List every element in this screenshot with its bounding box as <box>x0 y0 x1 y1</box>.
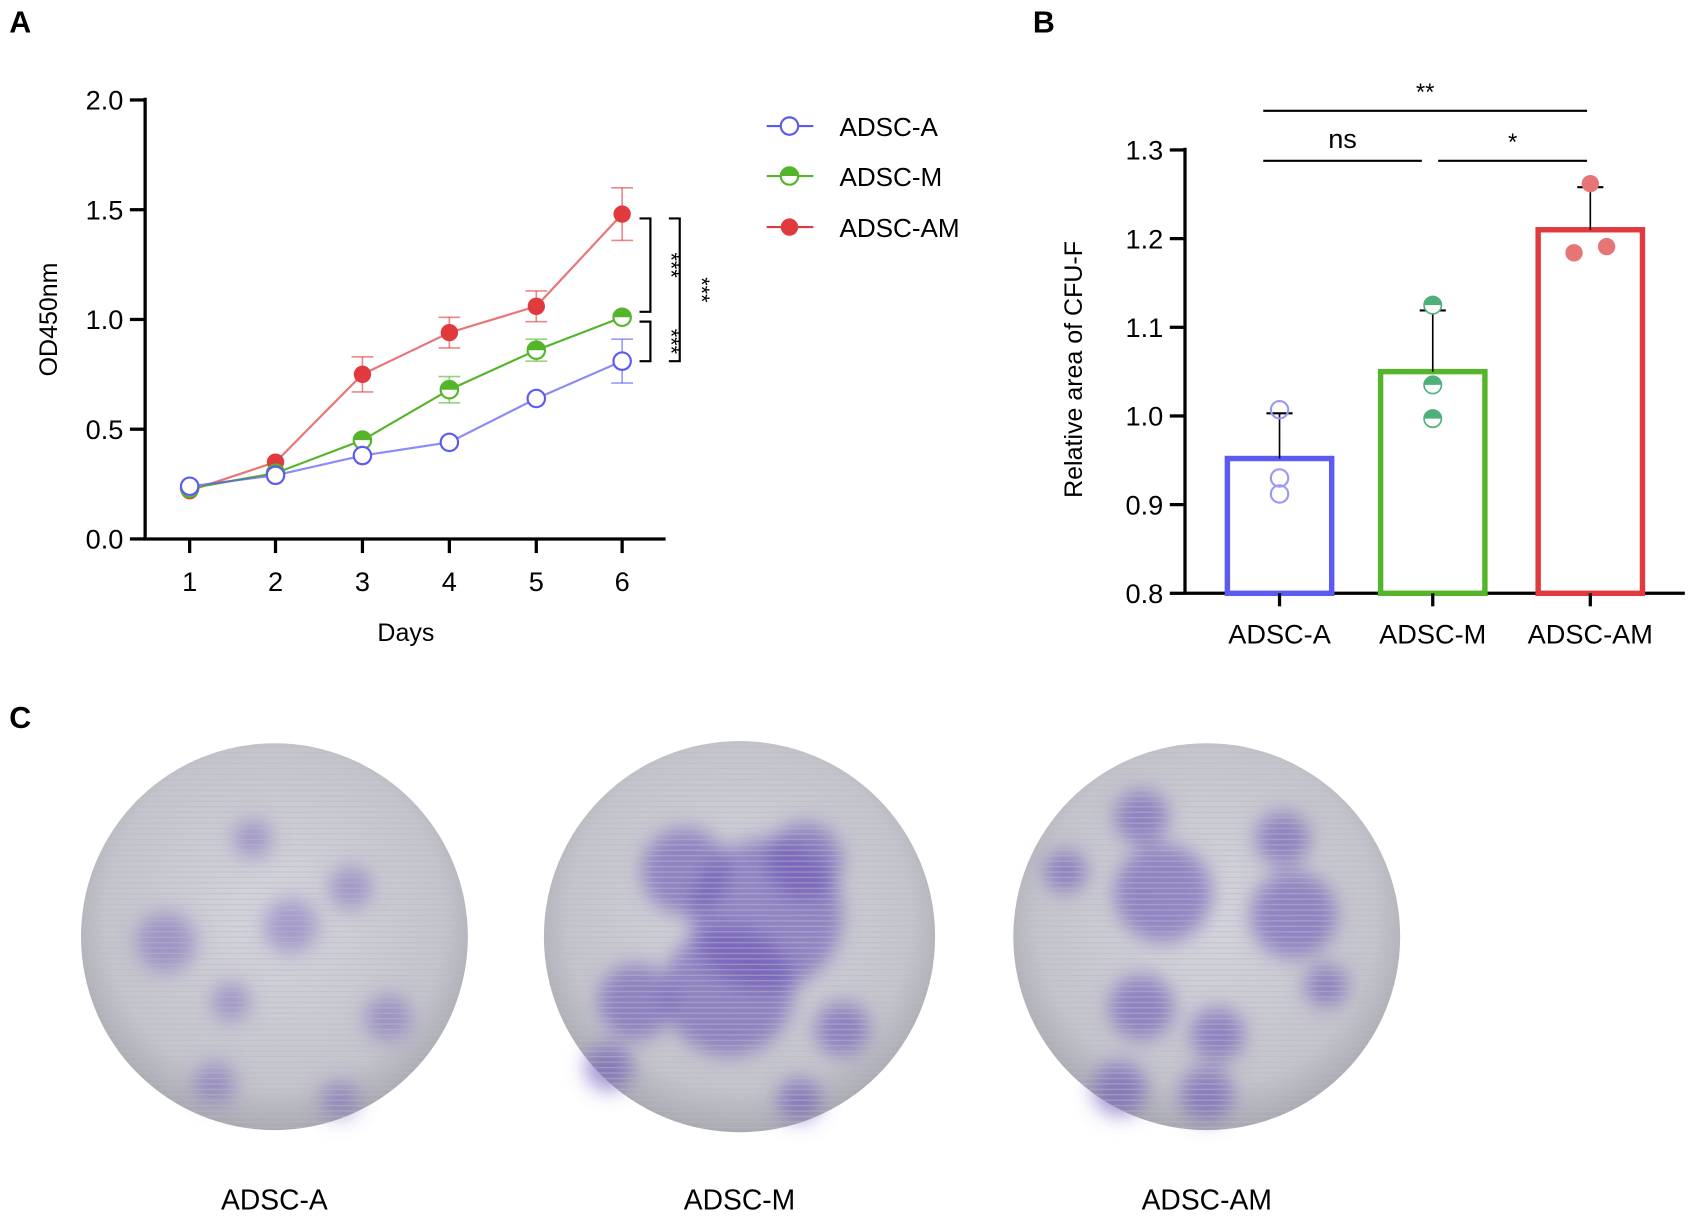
marker-fill <box>780 167 799 177</box>
y-tick-label: 1.0 <box>1126 401 1164 432</box>
marker-fill <box>1424 376 1442 385</box>
dish-texture <box>81 743 468 1131</box>
legend-label: ADSC-AM <box>839 213 959 243</box>
legend-label: ADSC-M <box>839 162 942 192</box>
marker-fill <box>527 341 545 351</box>
bar-ADSC-M <box>1377 368 1488 597</box>
data-point <box>526 388 547 409</box>
significance-bracket <box>639 217 652 313</box>
dish-ADSC-AM <box>1013 743 1401 1131</box>
data-point <box>1565 244 1583 262</box>
y-axis-title: Relative area of CFU-F <box>1060 241 1088 498</box>
data-point <box>1269 484 1290 504</box>
legend-item-ADSC-AM: ADSC-AM <box>766 213 960 243</box>
y-tick-label: 1.3 <box>1126 135 1164 166</box>
data-point <box>439 432 460 453</box>
data-point <box>1269 399 1290 420</box>
bar-chart-cfu-f: 0.8 0.9 1.0 1.1 1.2 1.3 Relative area of CFU-F… <box>1060 79 1685 649</box>
data-point <box>1581 174 1599 193</box>
significance-label: ns <box>1328 123 1357 154</box>
data-point <box>527 297 545 315</box>
y-tick-label: 1.2 <box>1126 223 1164 254</box>
dish-texture <box>1013 743 1401 1131</box>
x-tick-label: 2 <box>268 566 283 597</box>
data-point <box>352 445 373 466</box>
x-tick-label: 6 <box>615 566 630 597</box>
series-line-ADSC-AM <box>189 213 623 492</box>
dish-texture <box>543 741 936 1133</box>
data-point <box>265 465 286 486</box>
x-tick-label: ADSC-M <box>1379 618 1486 649</box>
data-point <box>353 365 372 384</box>
data-point <box>1269 468 1290 488</box>
significance-bracket <box>639 320 652 363</box>
panel-label-a: A <box>9 6 31 40</box>
y-tick-label: 1.5 <box>86 194 124 225</box>
x-tick-label: 5 <box>529 566 544 597</box>
data-point <box>352 430 373 450</box>
y-tick-label: 0.8 <box>1126 578 1164 609</box>
significance-label: ** <box>1416 79 1435 106</box>
data-point <box>612 351 632 371</box>
data-point <box>1423 375 1443 395</box>
legend-marker <box>780 218 799 236</box>
colony-dish-images: ADSC-A ADSC-M ADSC-AM <box>81 741 1401 1215</box>
x-tick-label: ADSC-A <box>1228 618 1331 649</box>
data-point <box>179 476 200 497</box>
series-line-ADSC-M <box>189 316 623 490</box>
legend-label: ADSC-A <box>839 112 938 142</box>
y-tick-label: 1.1 <box>1126 312 1164 343</box>
y-tick-label: 0.5 <box>86 414 124 445</box>
marker-fill <box>613 308 631 318</box>
y-tick-label: 0.0 <box>86 524 124 555</box>
significance-bracket <box>668 217 681 363</box>
marker-fill <box>440 381 459 390</box>
dish-ADSC-M <box>543 741 936 1133</box>
panel-label-c: C <box>9 701 31 735</box>
bar-ADSC-A <box>1224 455 1335 597</box>
data-point <box>1423 295 1443 315</box>
significance-label: *** <box>689 277 714 303</box>
y-tick-label: 0.9 <box>1126 489 1164 520</box>
y-tick-label: 2.0 <box>86 85 124 116</box>
data-point <box>1597 237 1616 256</box>
data-point <box>1423 409 1443 429</box>
legend-marker <box>779 116 800 136</box>
data-point <box>526 340 547 360</box>
significance-label: * <box>1508 129 1517 156</box>
x-tick-label: 3 <box>355 566 370 597</box>
x-tick-label: ADSC-AM <box>1528 618 1653 649</box>
y-axis-title: OD450nm <box>35 263 63 377</box>
bar-ADSC-AM <box>1535 227 1646 597</box>
panel-label-b: B <box>1033 6 1055 40</box>
data-point <box>612 307 632 328</box>
dish-ADSC-A <box>81 743 468 1131</box>
legend-marker <box>779 166 800 186</box>
data-point <box>440 323 459 342</box>
x-axis-title: Days <box>377 619 434 647</box>
dish-label: ADSC-A <box>221 1183 328 1215</box>
legend-item-ADSC-M: ADSC-M <box>766 162 942 192</box>
dish-label: ADSC-M <box>684 1183 795 1215</box>
marker-fill <box>1424 409 1442 419</box>
y-tick-label: 1.0 <box>86 304 124 335</box>
marker-fill <box>1424 296 1442 306</box>
data-point <box>613 205 631 223</box>
x-tick-label: 4 <box>442 566 457 597</box>
data-point <box>439 379 460 400</box>
series-line-ADSC-A <box>189 360 623 488</box>
marker-fill <box>353 431 372 441</box>
dish-label: ADSC-AM <box>1142 1183 1272 1215</box>
x-tick-label: 1 <box>182 566 197 597</box>
legend-item-ADSC-A: ADSC-A <box>766 112 939 142</box>
